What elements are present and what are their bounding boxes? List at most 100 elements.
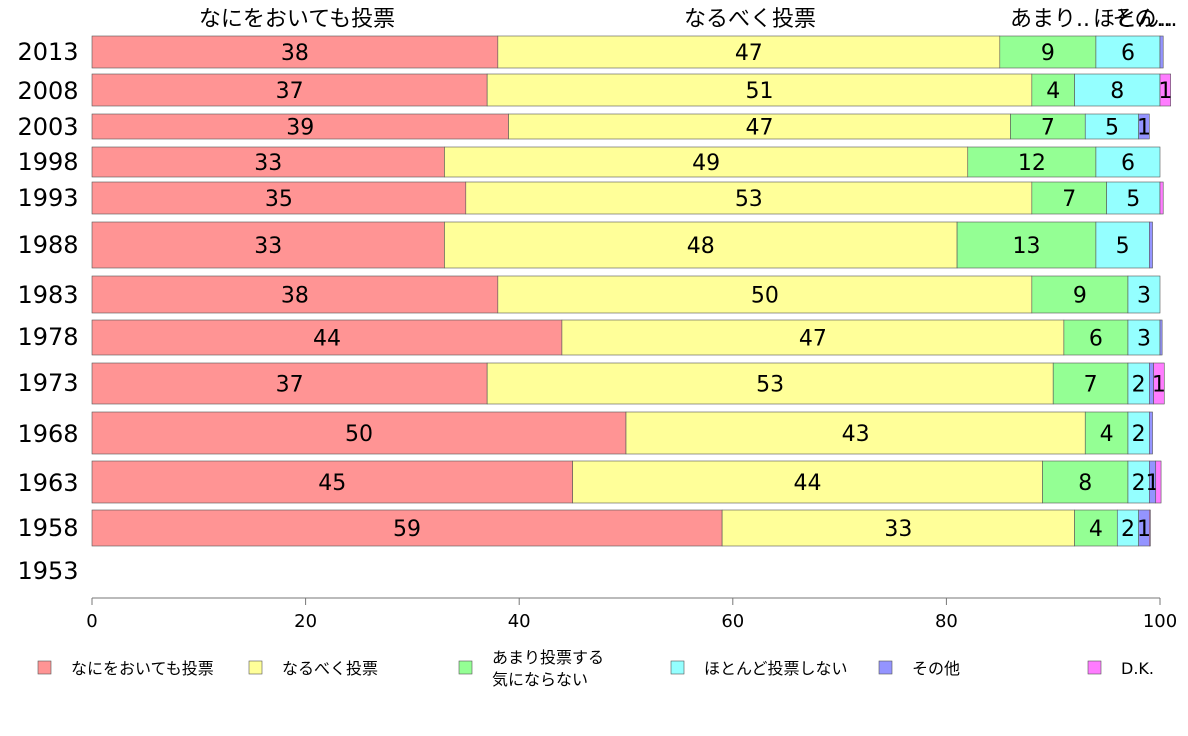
data-label-2003-s1: 39 [286,116,314,141]
bar-1983-s3 [1031,275,1129,314]
data-label-1973-s6: 1 [1152,373,1166,398]
data-label-1973-s3: 7 [1084,373,1098,398]
data-label-1963-s1: 45 [318,471,346,496]
data-label-1973-s2: 53 [756,373,784,398]
data-label-1983-s3: 9 [1073,284,1087,309]
bar-2008-s4 [1074,73,1161,107]
data-label-1958-s3: 4 [1089,517,1103,542]
data-label-1978-s3: 6 [1089,327,1103,352]
top-label-4: ほとん.. [1093,7,1173,32]
data-label-1973-s4: 2 [1132,373,1146,398]
legend-swatch-3 [458,660,473,675]
data-label-2008-s1: 37 [276,79,304,104]
top-label-2: なるべく投票 [684,7,816,32]
data-label-1988-s2: 48 [687,234,715,259]
x-tick-label-20: 20 [294,611,317,632]
data-label-2003-s2: 47 [746,116,774,141]
data-label-1993-s3: 7 [1062,187,1076,212]
bar-1988-s5 [1149,221,1153,269]
bar-1963-s6 [1155,460,1162,504]
data-label-1958-s2: 33 [884,517,912,542]
top-label-1: なにをおいても投票 [199,7,395,32]
x-tick-label-0: 0 [86,611,97,632]
bar-1983-s1 [91,275,499,314]
legend-swatch-2 [248,660,263,675]
data-label-1978-s1: 44 [313,327,341,352]
x-tick-label-40: 40 [508,611,531,632]
bar-1963-s3 [1042,460,1129,504]
bar-1958-s3 [1074,509,1118,547]
year-label-2008: 2008 [17,77,78,105]
x-tick-label-60: 60 [721,611,744,632]
bar-1973-s3 [1052,362,1129,405]
bar-1988-s3 [956,221,1097,269]
bar-1993-s1 [91,181,467,215]
legend-label-4: ほとんど投票しない [704,659,848,678]
data-label-2003-s5: 1 [1137,116,1151,141]
top-label-5: その... [1113,7,1178,32]
year-label-1968: 1968 [17,420,78,448]
data-label-1993-s4: 5 [1126,187,1140,212]
bar-1978-s4 [1127,319,1161,356]
bar-2013-s1 [91,35,499,69]
data-label-2003-s4: 5 [1105,116,1119,141]
bar-1968-s2 [625,411,1086,455]
bar-2013-s2 [497,35,1001,69]
data-label-1958-s1: 59 [393,517,421,542]
bar-1988-s2 [444,221,958,269]
year-label-1953: 1953 [17,557,78,585]
data-label-1958-s4: 2 [1121,517,1135,542]
data-label-1993-s1: 35 [265,187,293,212]
data-label-2013-s3: 9 [1041,41,1055,66]
bar-2003-s5 [1138,113,1150,140]
bar-2003-s3 [1010,113,1086,140]
bar-2003-s1 [91,113,509,140]
bar-2013-s4 [1095,35,1161,69]
legend-label-6: D.K. [1121,659,1154,678]
bar-1973-s6 [1153,362,1165,405]
data-label-1978-s4: 3 [1137,327,1151,352]
legend-label-5: その他 [912,659,960,678]
data-label-1968-s1: 50 [345,422,373,447]
legend-swatch-4 [670,660,685,675]
data-label-1968-s3: 4 [1100,422,1114,447]
data-label-1998-s4: 6 [1121,151,1135,176]
bar-1978-s2 [561,319,1065,356]
data-label-2008-s2: 51 [746,79,774,104]
bar-1963-s1 [91,460,573,504]
bar-1993-s3 [1031,181,1107,215]
data-label-1963-s2: 44 [794,471,822,496]
top-label-3: あまり.. [1010,7,1090,32]
data-label-1968-s4: 2 [1132,422,1146,447]
bar-1963-s2 [572,460,1043,504]
data-label-1963-s4: 2 [1132,471,1146,496]
bar-1978-s3 [1063,319,1129,356]
data-label-1988-s4: 5 [1116,234,1130,259]
bar-1993-s6 [1159,181,1164,215]
year-label-2003: 2003 [17,113,78,141]
legend-swatch-6 [1087,660,1102,675]
bar-1958-s6 [1149,509,1151,547]
data-label-1988-s1: 33 [254,234,282,259]
year-label-1978: 1978 [17,323,78,351]
data-label-1983-s1: 38 [281,284,309,309]
bar-1988-s1 [91,221,445,269]
data-label-1993-s2: 53 [735,187,763,212]
data-label-2008-s4: 8 [1110,79,1124,104]
x-tick-label-80: 80 [935,611,958,632]
bar-1978-s5 [1159,319,1163,356]
year-label-1993: 1993 [17,184,78,212]
bar-1998-s4 [1095,146,1161,178]
year-label-1973: 1973 [17,369,78,397]
bar-1983-s4 [1127,275,1161,314]
bar-2003-s2 [508,113,1011,140]
data-label-1963-s3: 8 [1078,471,1092,496]
bar-2013-s3 [999,35,1097,69]
bar-2008-s2 [486,73,1033,107]
legend-label-3-line-2: 気にならない [492,670,588,689]
bar-1998-s3 [967,146,1097,178]
data-label-1968-s2: 43 [842,422,870,447]
legend-label-1: なにをおいても投票 [71,659,214,678]
legend-label-3-line-1: あまり投票する [492,648,604,667]
